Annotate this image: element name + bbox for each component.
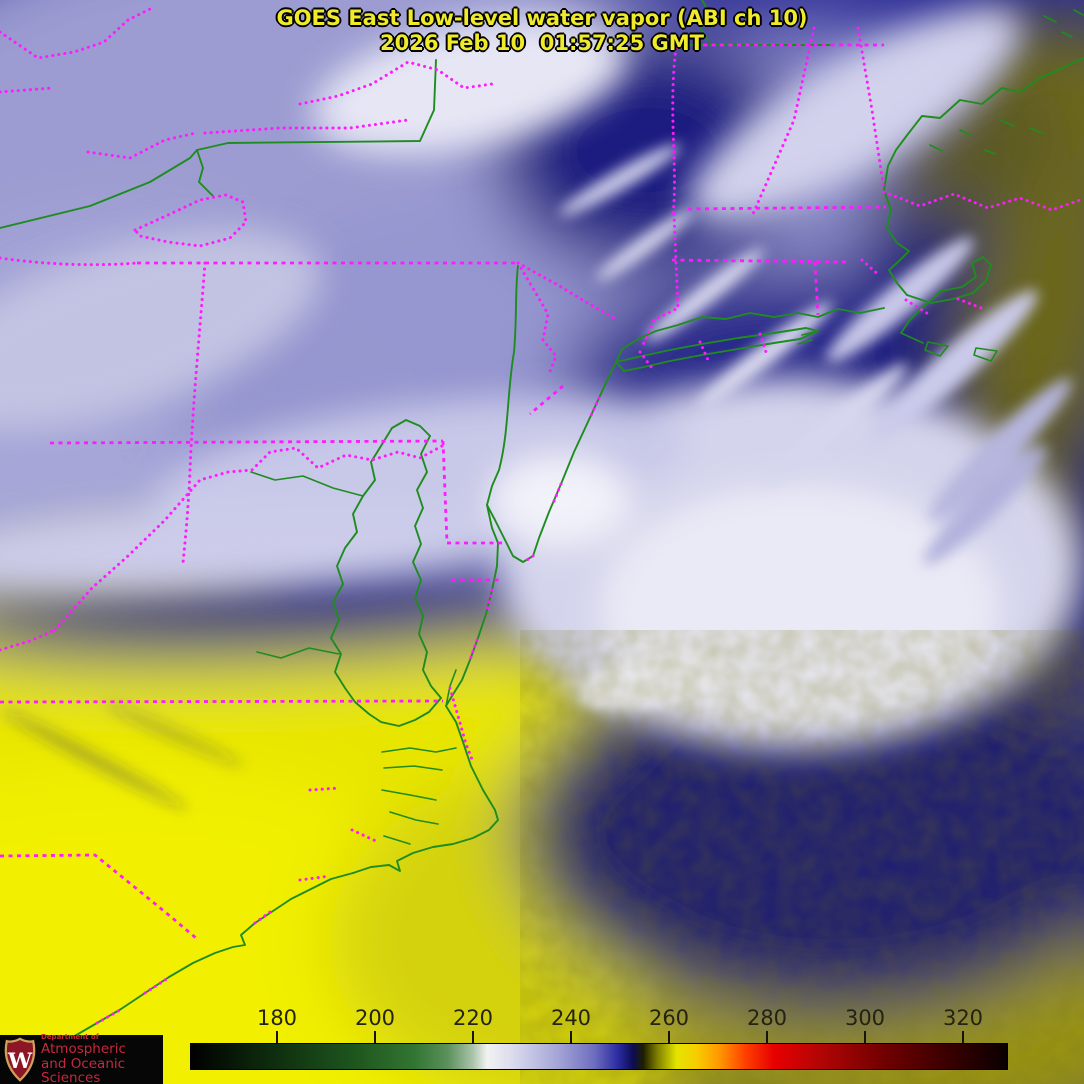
uw-crest-icon: W xyxy=(4,1037,36,1082)
colorbar-label: 260 xyxy=(648,1006,690,1030)
colorbar-tick xyxy=(570,1031,572,1043)
colorbar-tick xyxy=(472,1031,474,1043)
state-borders-layer xyxy=(0,6,1082,1025)
crest-monogram: W xyxy=(7,1049,33,1074)
colorbar-label: 200 xyxy=(354,1006,396,1030)
colorbar-tick xyxy=(276,1031,278,1043)
colorbar-label: 320 xyxy=(942,1006,984,1030)
colorbar-label: 180 xyxy=(256,1006,298,1030)
logo-name-line2: and Oceanic Sciences xyxy=(41,1055,126,1084)
colorbar-label: 240 xyxy=(550,1006,592,1030)
colorbar-tick xyxy=(962,1031,964,1043)
colorbar-label: 300 xyxy=(844,1006,886,1030)
state-borders-dashed-layer xyxy=(0,43,887,940)
colorbar-tick xyxy=(864,1031,866,1043)
uw-aos-logo: W Department of Atmospheric and Oceanic … xyxy=(0,1033,163,1084)
temperature-colorbar xyxy=(190,1043,1008,1070)
logo-text-block: Department of Atmospheric and Oceanic Sc… xyxy=(41,1033,163,1084)
colorbar-label: 220 xyxy=(452,1006,494,1030)
colorbar-tick xyxy=(766,1031,768,1043)
coastlines-layer xyxy=(0,0,1084,1048)
ocean-mottle-texture xyxy=(520,630,1084,1084)
logo-dept-line: Department of xyxy=(41,1033,99,1042)
colorbar-label: 280 xyxy=(746,1006,788,1030)
colorbar-tick xyxy=(668,1031,670,1043)
logo-name-line1: Atmospheric xyxy=(41,1041,126,1058)
colorbar-tick xyxy=(374,1031,376,1043)
